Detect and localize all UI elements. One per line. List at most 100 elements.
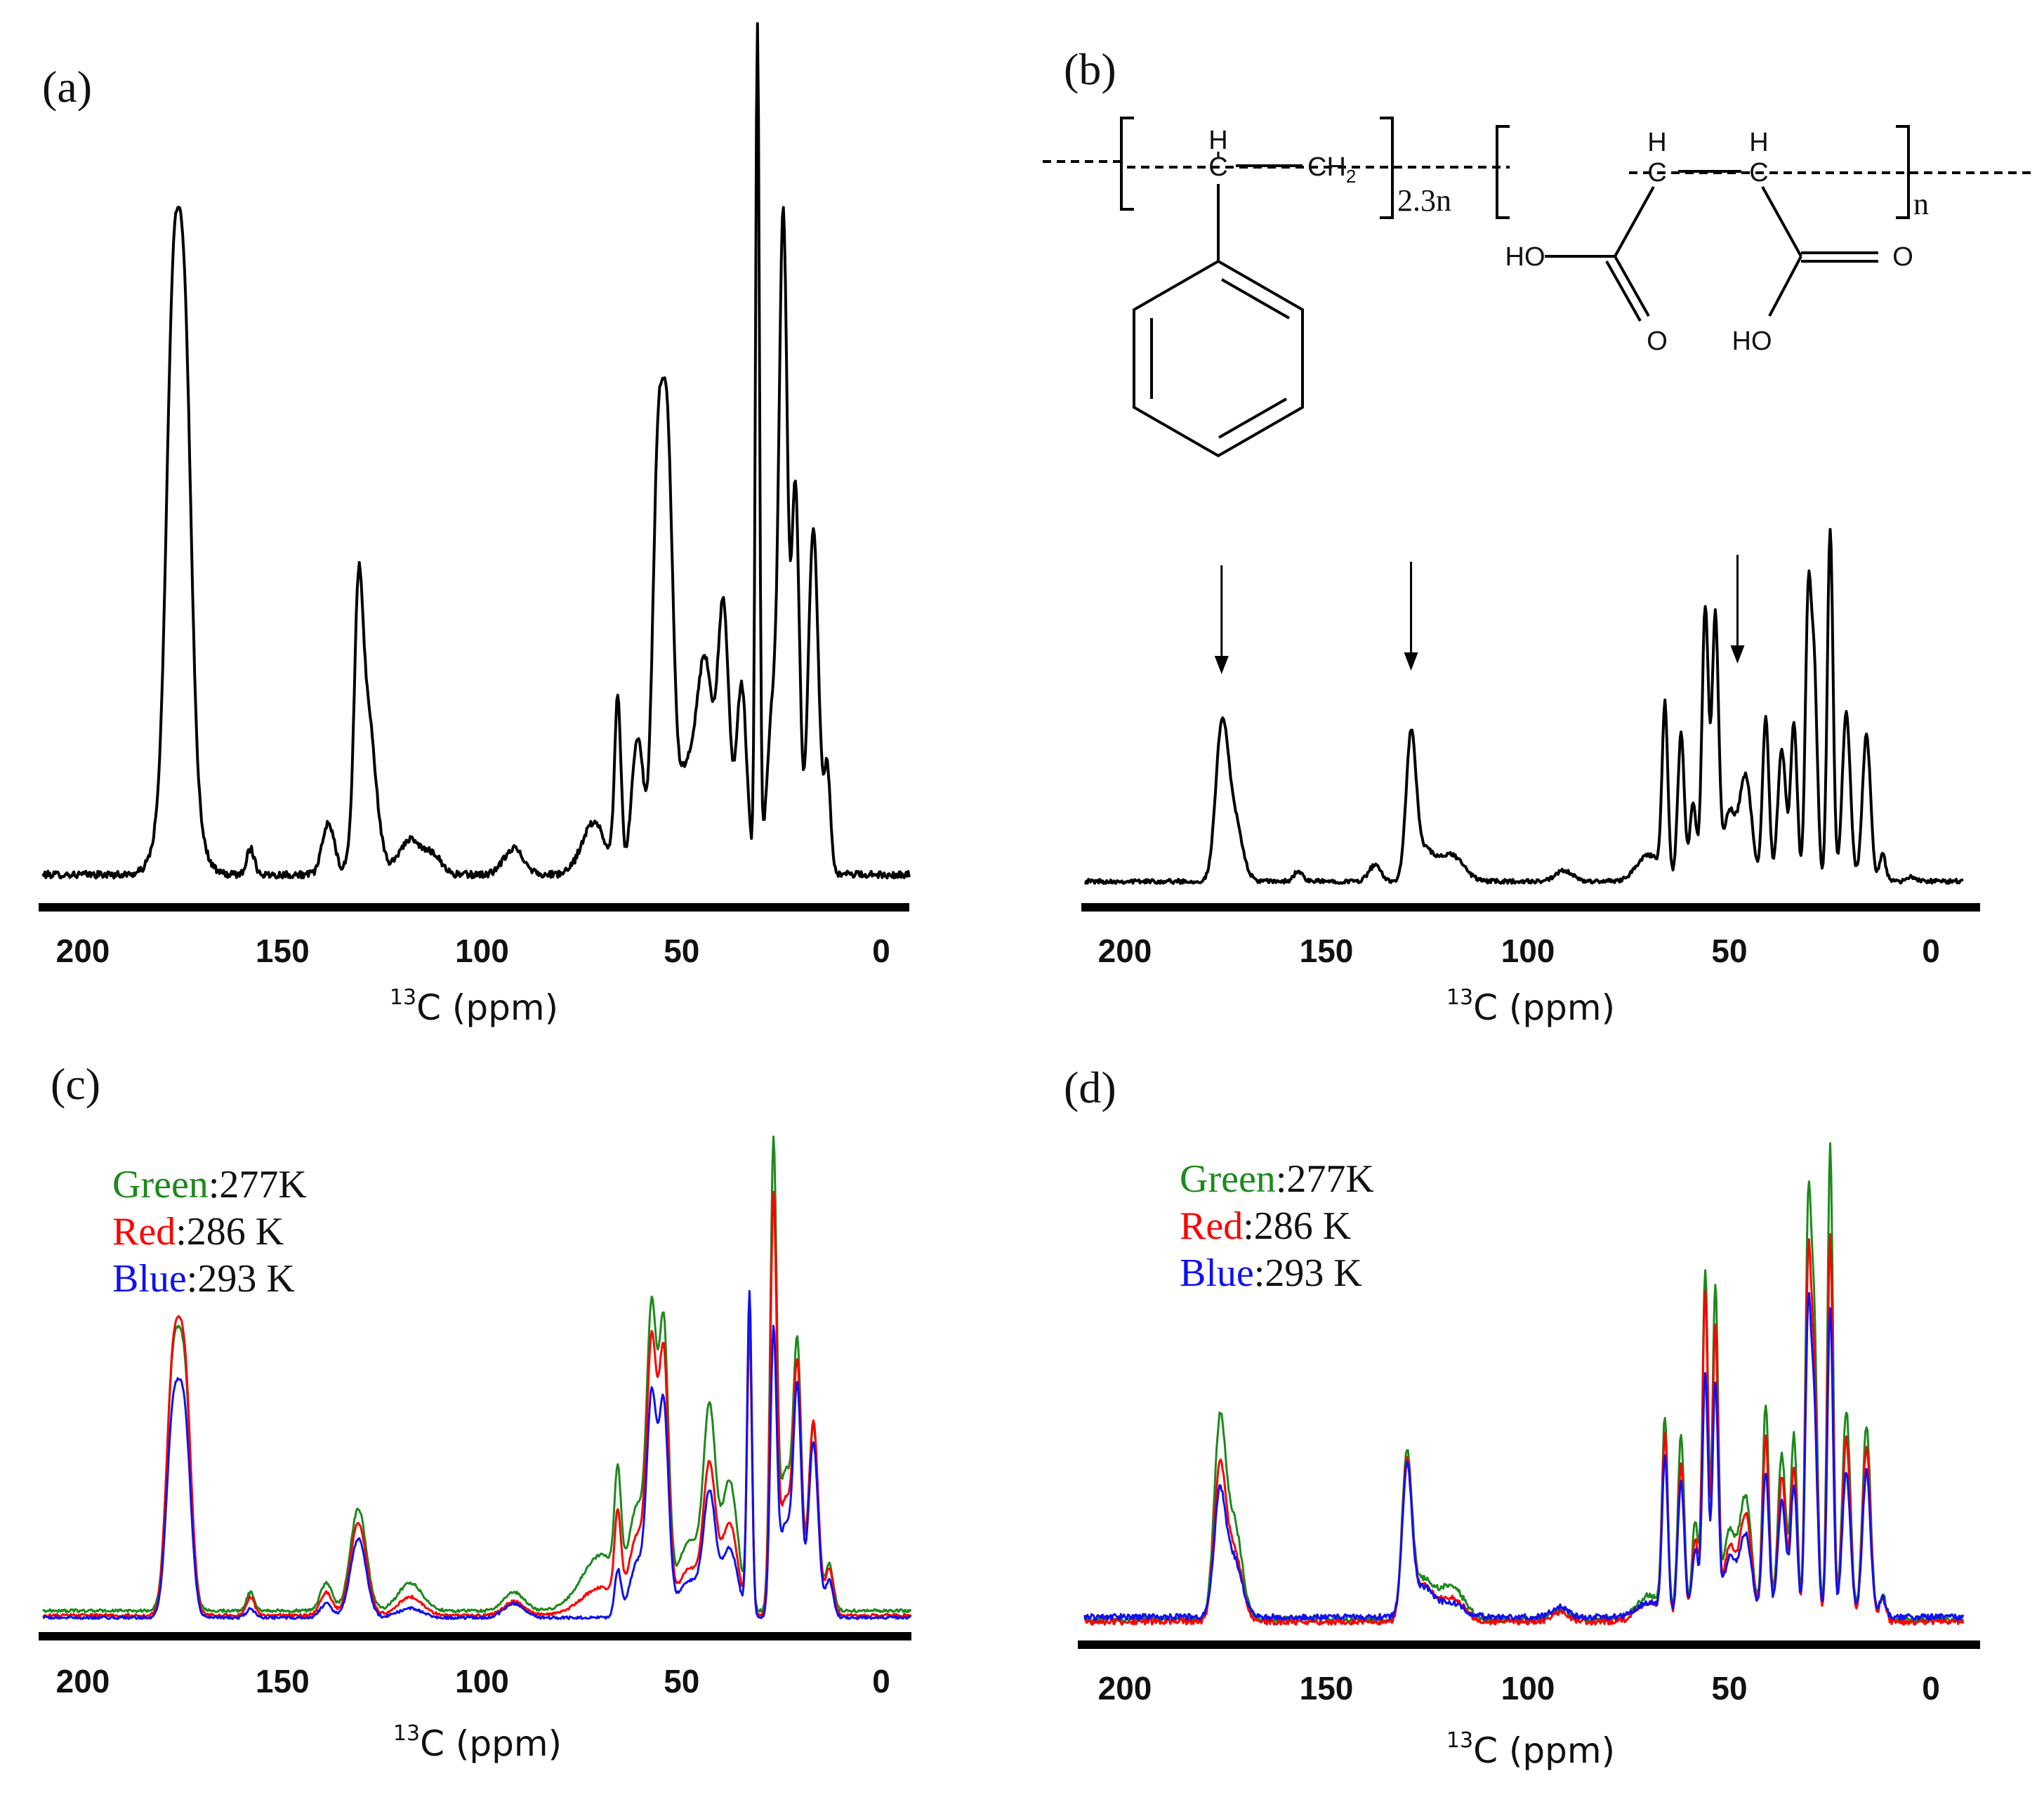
panel-d-x-axis-title: 13C (ppm) [1446,1728,1615,1771]
panel-c-x-axis-sup: 13 [393,1721,420,1746]
panel-d-tick-label: 200 [1098,1670,1152,1706]
bracket-left-close [1380,117,1394,219]
maleic-o-right: O [1892,242,1913,272]
legend-green-word: Green [1180,1157,1276,1201]
maleic-bond [1768,256,1802,317]
panel-b-ticks: 200 150 100 50 0 [1098,933,1940,969]
legend-blue-word: Blue [1180,1251,1254,1295]
panel-b-tick-label: 100 [1501,933,1555,969]
panel-c-tick-label: 100 [455,1663,509,1699]
maleic-h1-label: H [1647,128,1666,157]
styrene-c-label: C [1208,152,1227,182]
legend-blue-word: Blue [112,1257,187,1301]
maleic-bond [1761,186,1802,257]
panel-c-legend-red: Red:286 K [112,1210,284,1254]
styrene-ch2-sub: 2 [1346,166,1356,187]
maleic-bond [1605,261,1642,322]
bracket-right-open [1496,125,1510,219]
spectrum-line-blue-293-k [43,1289,911,1620]
panel-b: (b) H C CH2 2.3n H C [1043,44,2036,1028]
bracket-left-open [1120,117,1134,211]
bracket-right-close [1896,125,1910,219]
panel-a-x-axis-sup: 13 [390,985,416,1010]
peak-arrow-head-icon [1214,656,1229,674]
legend-red-word: Red [112,1210,176,1254]
panel-d-legend-blue: Blue:293 K [1180,1251,1362,1295]
peak-arrow-head-icon [1404,652,1418,671]
panel-a-tick-label: 200 [56,933,110,969]
panel-a: (a) 200 150 100 50 0 13C (ppm) [39,22,911,1028]
spectrum-line-spectrum [1084,527,1964,885]
legend-green-temp: :277K [1276,1157,1374,1201]
maleic-bond [1614,256,1650,317]
panel-c-legend: Green:277K Red:286 K Blue:293 K [112,1163,307,1301]
panel-d-x-axis-sup: 13 [1446,1728,1473,1753]
panel-d-ticks: 200 150 100 50 0 [1098,1670,1940,1706]
spectrum-line-green-277k [42,1136,912,1614]
panel-c-tick-label: 0 [872,1663,890,1699]
maleic-c1-label: C [1647,158,1666,188]
panel-a-tick-label: 0 [872,933,890,969]
legend-green-word: Green [112,1163,209,1206]
panel-a-x-axis-title: 13C (ppm) [390,985,558,1028]
panel-c-tick-label: 150 [256,1663,310,1699]
panel-c-spectra [42,1136,912,1620]
panel-d-label: (d) [1064,1063,1116,1112]
panel-a-tick-label: 50 [664,933,699,969]
benzene-ring-icon [1133,259,1304,458]
styrene-h-label: H [1208,126,1227,155]
panel-b-tick-label: 0 [1922,933,1940,969]
panel-b-tick-label: 200 [1098,933,1152,969]
panel-b-x-axis-title: 13C (ppm) [1446,985,1615,1028]
panel-d-spectra [1083,1142,1965,1626]
panel-c-label: (c) [51,1059,100,1109]
legend-blue-temp: :293 K [187,1257,295,1301]
legend-red-word: Red [1180,1204,1243,1248]
panel-a-tick-label: 100 [455,933,509,969]
spectrum-line-spectrum [41,22,911,880]
panel-a-spectra [41,22,911,880]
panel-c: (c) Green:277K Red:286 K Blue:293 K 200 … [39,1059,912,1764]
panel-c-legend-green: Green:277K [112,1163,307,1206]
panel-d-tick-label: 100 [1501,1670,1555,1706]
panel-d-legend: Green:277K Red:286 K Blue:293 K [1180,1157,1374,1295]
peak-arrow-head-icon [1730,645,1745,664]
panel-a-ticks: 200 150 100 50 0 [56,933,890,969]
legend-green-temp: :277K [209,1163,307,1206]
panel-c-ticks: 200 150 100 50 0 [56,1663,890,1699]
legend-red-temp: :286 K [1243,1204,1351,1248]
panel-d-tick-label: 50 [1711,1670,1747,1706]
maleic-ho-left: HO [1505,242,1545,272]
panel-d: (d) Green:277K Red:286 K Blue:293 K 200 … [1064,1063,1980,1771]
maleic-h2-label: H [1749,128,1768,157]
maleic-c2-label: C [1749,158,1768,188]
repeat-index-2-3n: 2.3n [1397,183,1451,218]
panel-d-tick-label: 0 [1922,1670,1940,1706]
panel-c-x-axis-text: C (ppm) [420,1723,562,1764]
benzene-double-bond [1218,397,1287,439]
panel-c-tick-label: 200 [56,1663,110,1699]
panel-c-x-axis-title: 13C (ppm) [393,1721,562,1764]
maleic-ho-right: HO [1732,327,1772,356]
panel-b-tick-label: 50 [1711,933,1747,969]
panel-b-arrows [1214,555,1745,674]
panel-c-legend-blue: Blue:293 K [112,1257,295,1301]
benzene-double-bond [1221,278,1290,320]
panel-d-legend-green: Green:277K [1180,1157,1374,1201]
panel-b-x-axis-text: C (ppm) [1473,987,1615,1028]
panel-b-spectra [1084,527,1964,885]
styrene-ch2-text: CH [1307,152,1346,182]
panel-d-x-axis-text: C (ppm) [1473,1730,1615,1771]
legend-blue-temp: :293 K [1254,1251,1362,1295]
repeat-index-n: n [1913,187,1929,221]
panel-d-legend-red: Red:286 K [1180,1204,1351,1248]
maleic-bond [1614,186,1655,257]
panel-b-x-axis-sup: 13 [1446,985,1473,1010]
maleic-o-left: O [1647,327,1668,356]
panel-b-tick-label: 150 [1300,933,1354,969]
panel-d-tick-label: 150 [1300,1670,1354,1706]
panel-a-tick-label: 150 [256,933,310,969]
panel-c-tick-label: 50 [664,1663,699,1699]
chemical-structure: H C CH2 2.3n H C H C n HO O [1043,117,2036,458]
